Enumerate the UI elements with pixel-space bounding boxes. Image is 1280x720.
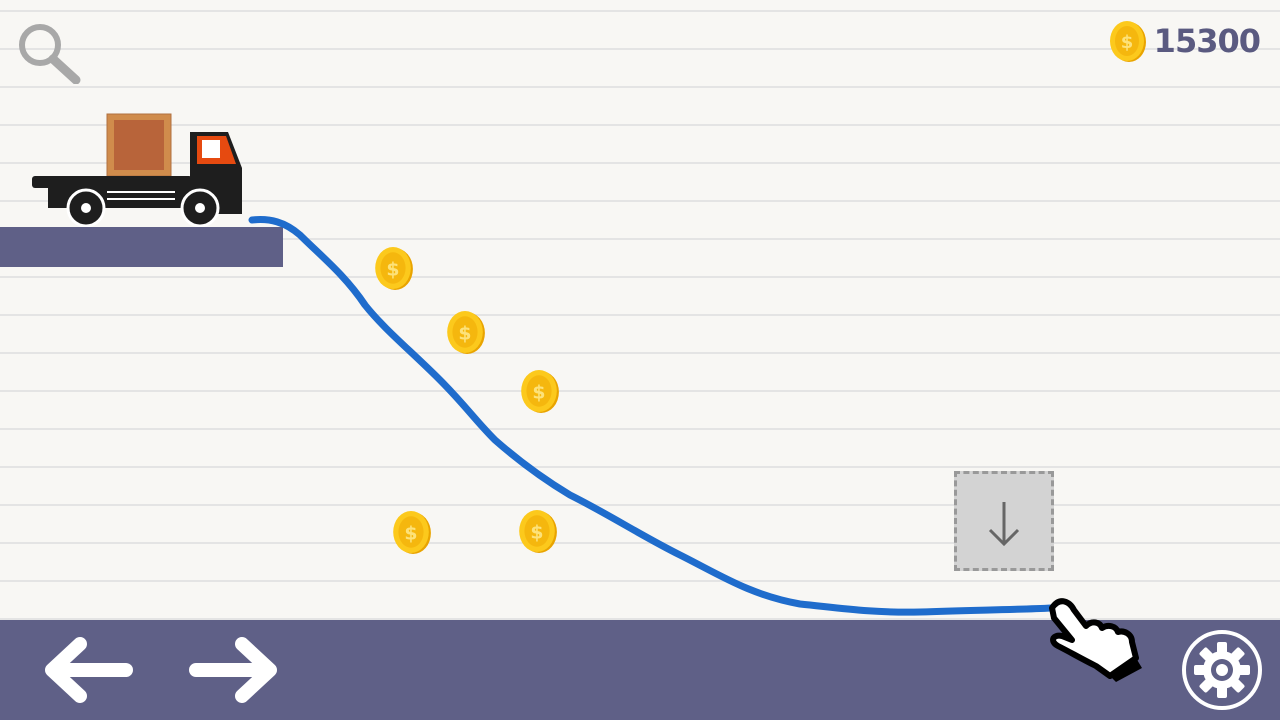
arrow-left-icon[interactable] [40,634,136,706]
svg-text:$: $ [458,323,471,344]
coin-icon: $ [447,311,485,354]
truck [32,113,242,228]
coin-icon: $ [375,247,413,290]
coin-icon: $ [521,370,559,413]
coin-icon: $ [393,511,431,554]
arrow-down-icon [988,502,1020,547]
svg-text:$: $ [1120,32,1133,53]
arrow-right-icon[interactable] [186,634,282,706]
drop-zone [954,471,1054,571]
gear-icon[interactable] [1180,628,1264,712]
magnifier-icon[interactable] [12,18,84,84]
svg-text:$: $ [386,259,399,280]
coin-counter: $ 15300 [1108,20,1261,62]
svg-text:$: $ [404,523,417,544]
svg-text:$: $ [532,382,545,403]
coin-count: 15300 [1153,22,1261,60]
svg-text:$: $ [530,522,543,543]
hand-pointer-icon [1049,598,1142,682]
coin-icon: $ [1109,21,1146,62]
coin-icon: $ [519,510,557,553]
start-platform [0,227,283,267]
